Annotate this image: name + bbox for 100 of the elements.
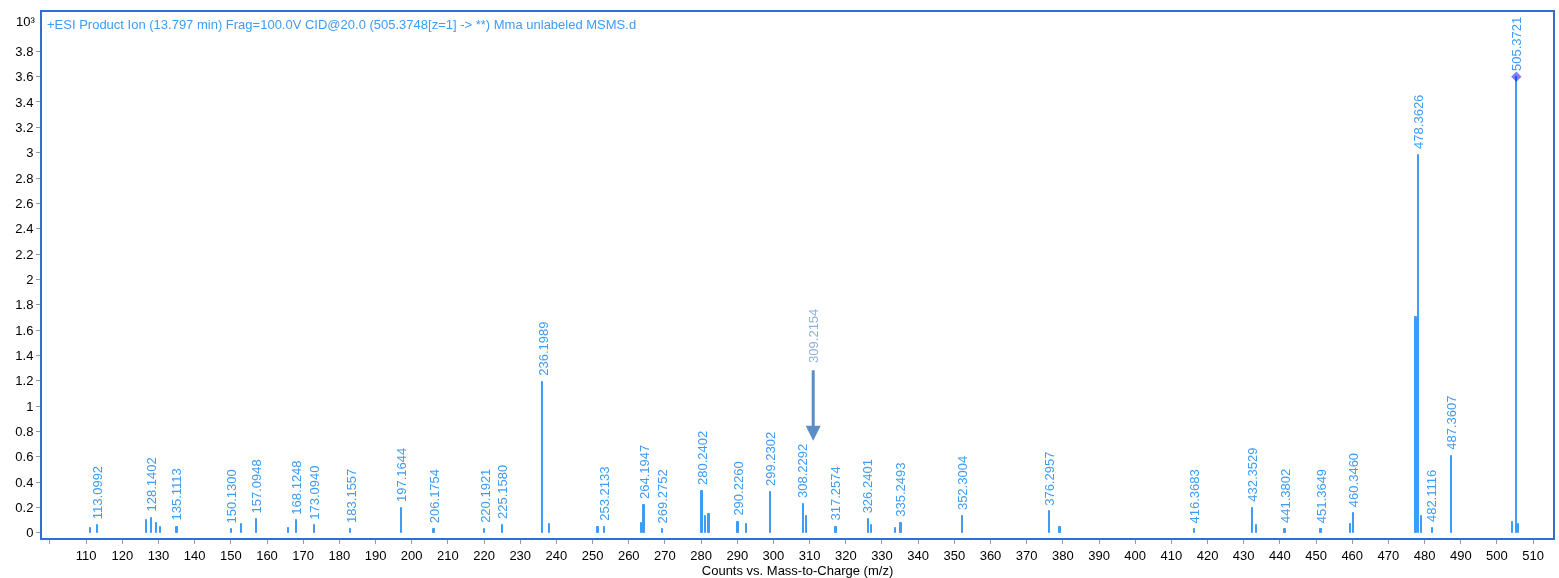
bar [1283,528,1286,533]
y-tick-label: 3.6 [15,69,34,85]
x-tick-label: 110 [75,547,97,563]
x-tick-label: 410 [1160,547,1183,563]
bar [175,526,178,533]
x-tick-label: 160 [256,547,278,563]
annotation: 432.3529 [1244,447,1260,502]
x-tick-label: 290 [726,547,749,563]
annotation: 269.2752 [655,469,671,524]
annotation: 478.3626 [1411,94,1427,149]
bar [1058,526,1061,533]
annotation: 206.1754 [426,468,442,524]
x-tick-label: 390 [1088,547,1110,563]
y-tick-label: 1.2 [15,373,34,389]
x-tick-label: 230 [509,547,532,563]
annotation: 441.3802 [1277,468,1293,524]
x-tick-label: 340 [907,547,929,563]
bar [642,504,645,533]
x-tick-label: 180 [328,547,351,563]
x-tick-label: 130 [147,547,170,563]
chart-title: +ESI Product Ion (13.797 min) Frag=100.0V CID@20.0 (505.3748[z=1] -> **) Mma unlabeled MSMS.d [47,17,637,32]
annotation: 487.3607 [1443,395,1459,450]
annotation: 197.1644 [393,447,409,503]
annotation: 335.2493 [893,462,909,517]
y-tick-label: 0.8 [15,424,34,440]
x-tick-label: 500 [1486,547,1508,563]
annotation: 326.2401 [860,459,876,514]
annotation: 309.2154 [805,308,821,363]
annotation: 299.2302 [763,431,779,487]
x-tick-label: 150 [219,547,242,563]
annotation: 317.2574 [828,466,844,521]
annotation: 505.3721 [1508,16,1524,71]
annotation: 416.3683 [1187,469,1203,524]
annotation: 157.0948 [248,459,264,514]
annotation: 220.1921 [477,468,493,523]
annotation: 308.2292 [795,443,811,498]
x-tick-label: 380 [1051,547,1074,563]
annotation: 225.1580 [495,464,511,520]
x-axis-title: Counts vs. Mass-to-Charge (m/z) [701,562,894,578]
bar [736,521,739,533]
annotation: 128.1402 [144,457,160,512]
x-tick-label: 140 [183,547,206,563]
x-tick-label: 400 [1124,547,1147,563]
annotation: 135.1113 [169,468,185,521]
x-tick-label: 470 [1377,547,1400,563]
y-tick-label: 1.4 [15,348,34,364]
x-tick-label: 440 [1269,547,1291,563]
bar [700,490,703,533]
x-tick-label: 420 [1196,547,1219,563]
y-tick-label: 2.6 [15,195,34,211]
annotation: 173.0940 [307,465,323,520]
y-tick-label: 1.6 [15,322,34,338]
x-tick-label: 200 [400,547,423,563]
x-tick-label: 480 [1413,547,1436,563]
annotation: 451.3649 [1313,468,1329,524]
y-tick-label: 0.2 [15,500,34,516]
x-tick-label: 300 [762,547,785,563]
bar [707,513,710,533]
annotation: 280.2402 [694,430,710,486]
bar [1319,528,1322,533]
y-axis-title: 10³ [16,14,36,29]
x-tick-label: 450 [1305,547,1327,563]
y-tick-label: 1 [26,398,34,414]
x-tick-label: 510 [1522,547,1544,563]
x-tick-label: 250 [581,547,604,563]
x-tick-label: 210 [437,547,459,563]
x-tick-label: 490 [1449,547,1472,563]
y-tick-label: 2.2 [15,246,34,262]
x-tick-label: 170 [292,547,315,563]
x-tick-label: 310 [798,547,821,563]
bar [596,526,599,533]
y-tick-label: 3 [26,145,34,161]
x-tick-label: 270 [654,547,676,563]
bar [834,526,837,533]
bar [432,528,435,533]
annotation: 113.0992 [89,465,105,520]
y-tick-label: 1.8 [15,297,34,313]
annotation: 460.3460 [1345,452,1361,508]
x-tick-label: 430 [1232,547,1255,563]
bar [899,522,902,533]
y-tick-label: 0.6 [15,449,34,465]
y-tick-label: 0 [26,525,34,541]
x-tick-label: 330 [871,547,893,563]
annotation: 168.1248 [289,460,305,515]
x-tick-label: 190 [364,547,387,563]
y-tick-label: 3.4 [15,94,34,110]
annotation: 150.1300 [224,469,240,524]
x-tick-label: 350 [943,547,966,563]
x-tick-label: 320 [834,547,857,563]
x-tick-label: 260 [617,547,640,563]
x-tick-label: 360 [979,547,1002,563]
x-tick-label: 220 [473,547,495,563]
annotation: 264.1947 [636,444,652,499]
y-tick-label: 3.8 [15,43,34,59]
y-tick-label: 2 [26,271,34,287]
x-tick-label: 120 [111,547,134,563]
annotation: 183.1557 [343,468,359,523]
y-tick-label: 2.4 [15,221,34,237]
x-tick-label: 460 [1341,547,1364,563]
annotation: 253.2133 [596,466,612,521]
